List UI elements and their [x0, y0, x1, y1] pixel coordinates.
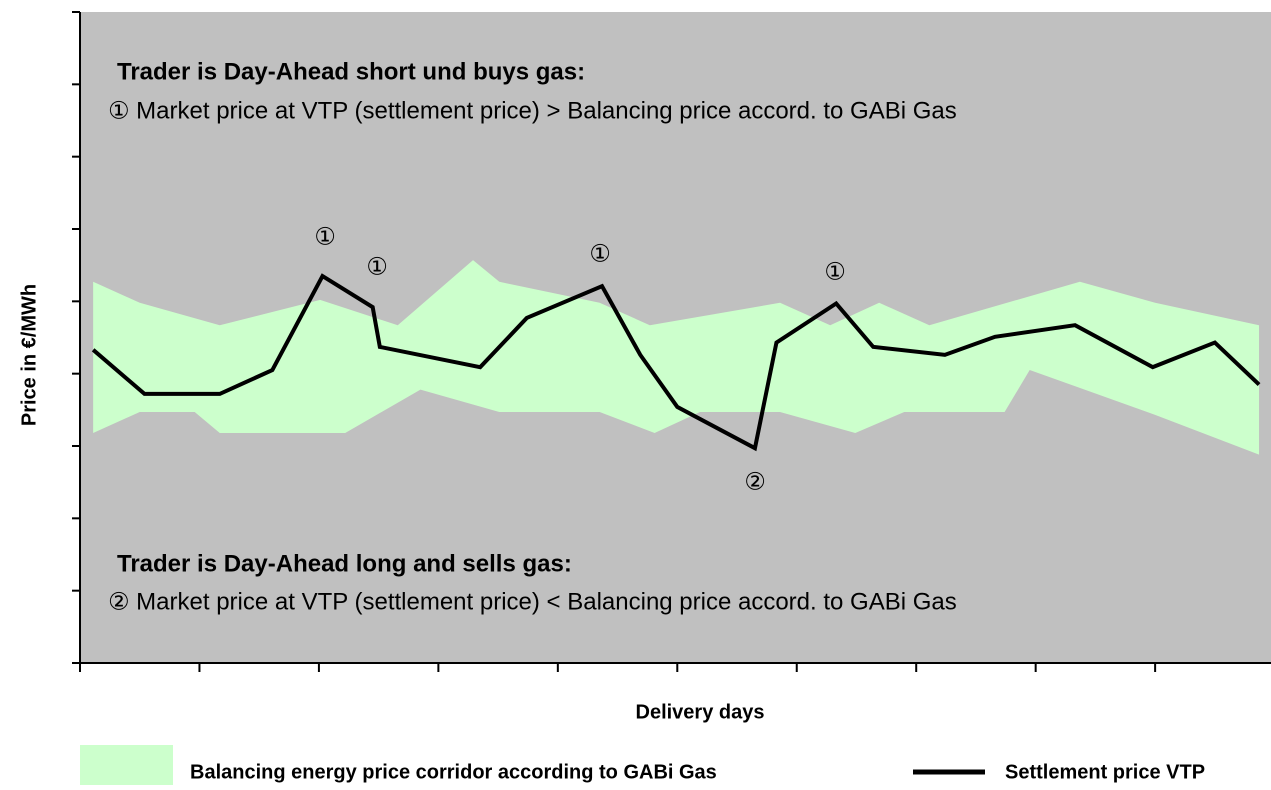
- price-line: [91, 273, 1261, 452]
- legend-label: Balancing energy price corridor accordin…: [190, 761, 717, 783]
- x-axis-label: Delivery days: [636, 701, 765, 723]
- annotation: Trader is Day-Ahead short und buys gas:: [117, 58, 585, 85]
- y-axis-label: Price in €/MWh: [18, 284, 40, 426]
- annotation: ② Market price at VTP (settlement price)…: [108, 588, 957, 615]
- annotation: ①: [589, 240, 611, 267]
- legend-swatch: [80, 745, 173, 785]
- annotation: ①: [824, 258, 846, 285]
- annotation: ①: [366, 253, 388, 280]
- annotation: ①: [314, 223, 336, 250]
- annotation: ②: [744, 468, 766, 495]
- annotation: ① Market price at VTP (settlement price)…: [108, 97, 957, 124]
- annotation: Trader is Day-Ahead long and sells gas:: [117, 550, 572, 577]
- legend-label: Settlement price VTP: [1005, 761, 1205, 783]
- plot-area: [72, 11, 1271, 672]
- price-corridor: [93, 260, 1260, 455]
